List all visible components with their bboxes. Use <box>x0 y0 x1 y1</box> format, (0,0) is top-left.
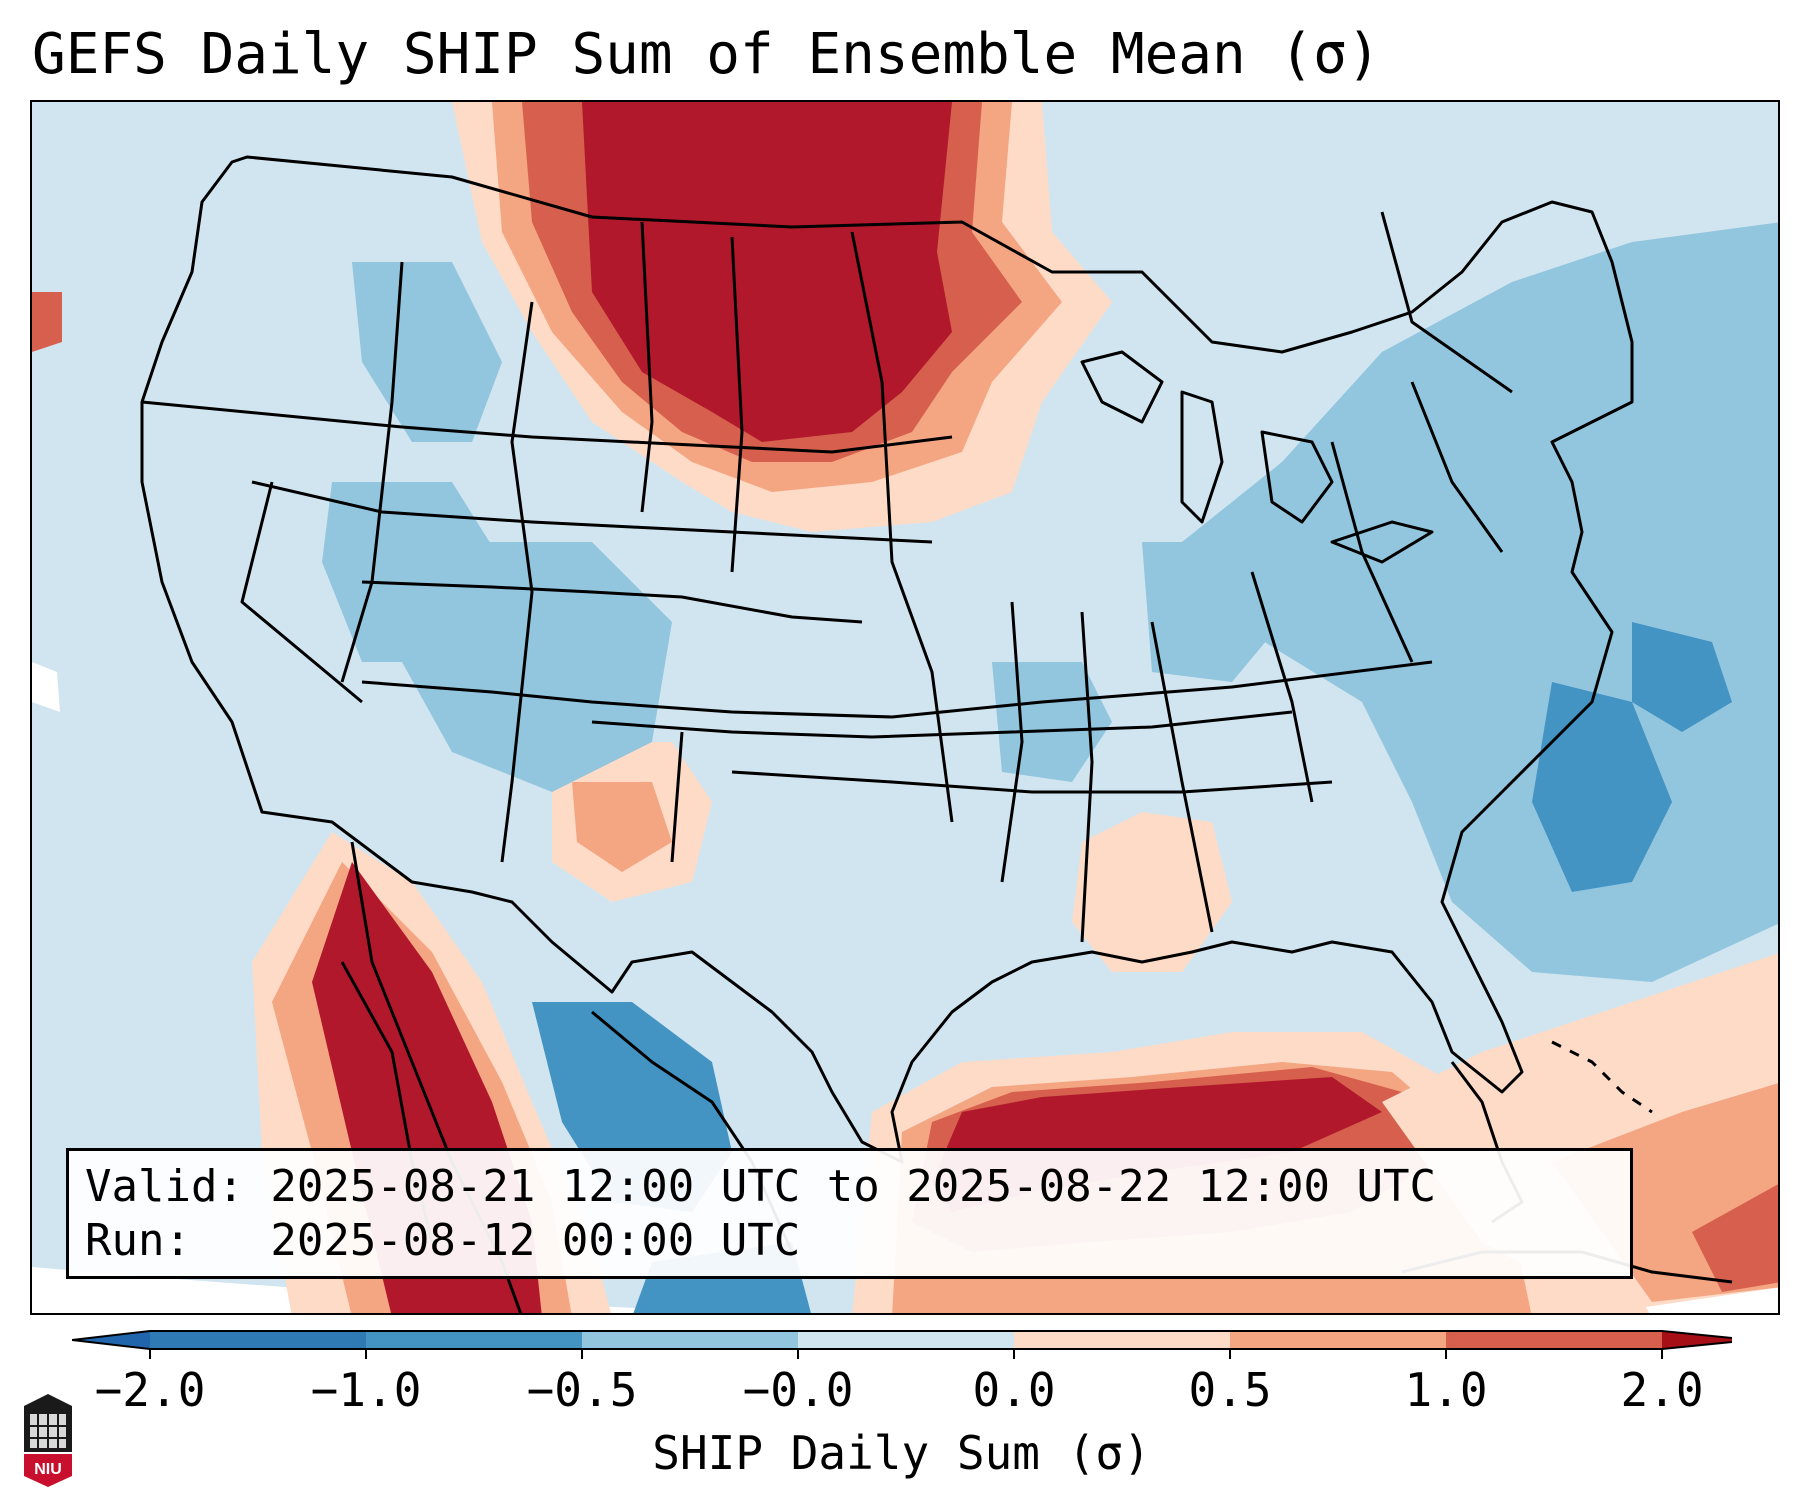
state-line-mid <box>361 660 1433 719</box>
state-line-n3 <box>361 580 863 624</box>
anomaly-region-atlantic-low <box>1532 682 1672 892</box>
chart-title: GEFS Daily SHIP Sum of Ensemble Mean (σ) <box>32 22 1381 87</box>
colorbar <box>72 1330 1732 1359</box>
state-line-v4 <box>500 301 534 863</box>
state-line-n2 <box>251 480 933 544</box>
state-line-v10 <box>1150 621 1214 933</box>
colorbar-bin <box>582 1331 798 1349</box>
colorbar-tick-label: −2.0 <box>94 1363 206 1417</box>
colorbar-bin <box>150 1331 366 1349</box>
colorbar-tick-label: −0.0 <box>742 1363 854 1417</box>
colorbar-tick-label: 0.5 <box>1188 1363 1272 1417</box>
map-panel <box>30 100 1780 1315</box>
state-line-v6 <box>240 481 363 704</box>
anomaly-region-ohio-low <box>1142 542 1282 682</box>
state-line-v8 <box>1000 601 1024 883</box>
anomaly-region-nw-low <box>352 262 502 442</box>
state-line-s2 <box>731 770 1333 794</box>
lake-erie <box>1330 520 1434 564</box>
state-line-v9 <box>1080 611 1094 943</box>
colorbar-bin <box>1014 1331 1230 1349</box>
colorbar-tick-label: −1.0 <box>310 1363 422 1417</box>
canada-line <box>1380 211 1513 394</box>
colorbar-label: SHIP Daily Sum (σ) <box>652 1426 1151 1480</box>
anomaly-region-sw-mid <box>572 782 672 872</box>
anomaly-region-atlantic-low2 <box>1632 622 1732 732</box>
valid-time: Valid: 2025-08-21 12:00 UTC to 2025-08-2… <box>85 1161 1437 1212</box>
state-line-v12 <box>1330 441 1414 663</box>
anomaly-region-se-light <box>1072 812 1232 972</box>
state-line-v7 <box>670 731 684 863</box>
boundaries <box>140 155 1733 1313</box>
colorbar-tick-label: −0.5 <box>526 1363 638 1417</box>
ship-field-map <box>32 102 1778 1313</box>
anomaly-region-plains-core <box>582 102 952 442</box>
niu-logo: NIU <box>24 1394 72 1487</box>
map-gap <box>32 662 60 712</box>
run-time: Run: 2025-08-12 00:00 UTC <box>85 1215 801 1266</box>
info-box: Valid: 2025-08-21 12:00 UTC to 2025-08-2… <box>66 1148 1633 1279</box>
state-line-v3 <box>850 231 954 823</box>
colorbar-bin <box>366 1331 582 1349</box>
bahamas-line <box>1551 1040 1653 1114</box>
state-line-v13 <box>1410 381 1504 553</box>
state-line-v1 <box>640 221 654 513</box>
colorbar-bin <box>1230 1331 1446 1349</box>
lake-superior <box>1080 350 1164 424</box>
anomaly-region-atlantic-strong <box>1692 1184 1778 1292</box>
state-line-v5 <box>340 261 404 683</box>
colorbar-extend-over <box>1662 1331 1732 1349</box>
lake-michigan <box>1180 390 1224 524</box>
state-line-n1 <box>141 400 953 454</box>
colorbar-tick-label: 2.0 <box>1620 1363 1704 1417</box>
colorbar-bin <box>798 1331 1014 1349</box>
state-line-v2 <box>730 236 744 573</box>
anomaly-region-rockies-low <box>402 542 672 792</box>
logo-text: NIU <box>34 1461 62 1478</box>
colorbar-tick-label: 1.0 <box>1404 1363 1488 1417</box>
colorbar-tick-label: 0.0 <box>972 1363 1056 1417</box>
anomaly-region-offshore <box>32 292 62 352</box>
state-line-s1 <box>591 710 1293 739</box>
state-line-v11 <box>1250 571 1314 803</box>
colorbar-extend-under <box>72 1331 150 1349</box>
colorbar-bin <box>1446 1331 1662 1349</box>
lake-huron <box>1260 430 1334 524</box>
us-outline <box>140 155 1634 1164</box>
